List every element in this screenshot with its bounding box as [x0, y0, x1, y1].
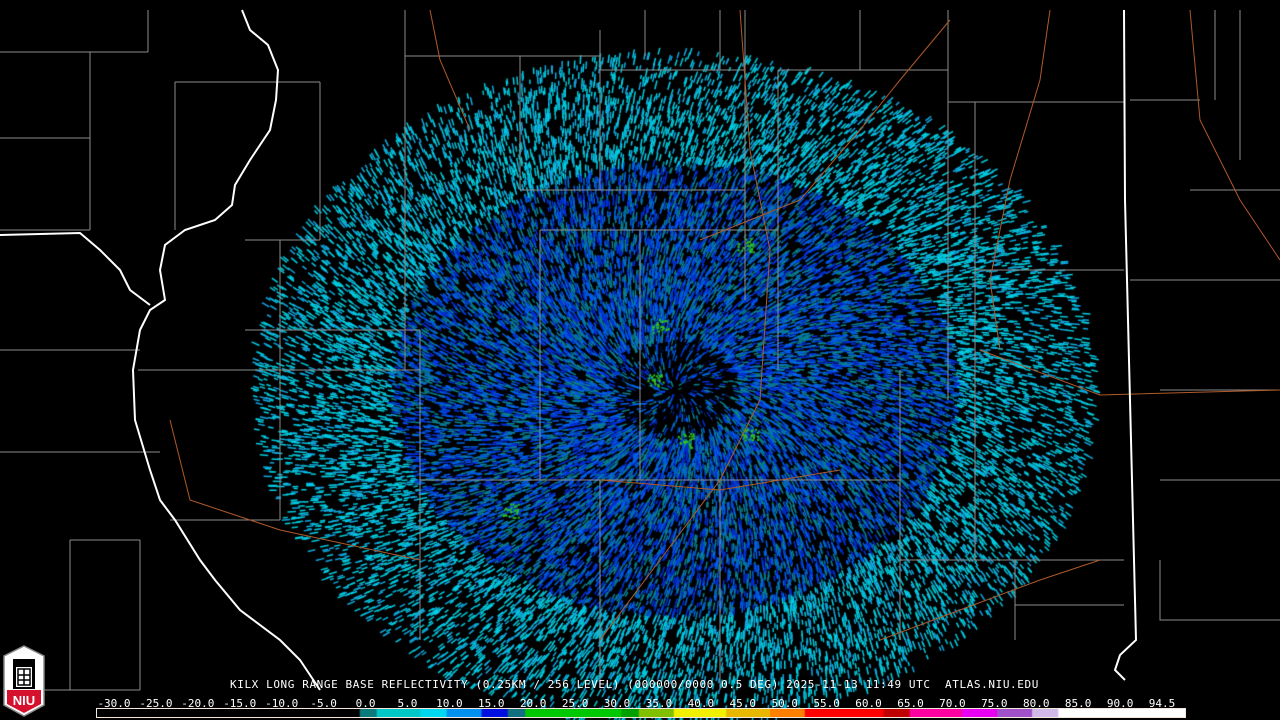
state-borders — [0, 9, 1138, 691]
colorbar-tick: 25.0 — [561, 697, 589, 710]
colorbar-tick: 40.0 — [687, 697, 715, 710]
colorbar-tick: 35.0 — [645, 697, 673, 710]
colorbar-tick: 45.0 — [729, 697, 757, 710]
colorbar-tick: -30.0 — [97, 697, 131, 710]
product-title: KILX LONG RANGE BASE REFLECTIVITY (0.25K… — [230, 678, 1039, 691]
colorbar-tick: 5.0 — [397, 697, 418, 710]
colorbar-tick: 55.0 — [813, 697, 840, 710]
colorbar-tick: 85.0 — [1064, 697, 1092, 710]
highways — [169, 9, 1280, 641]
niu-logo: NIU — [3, 645, 45, 717]
colorbar-tick: 10.0 — [436, 697, 463, 710]
county-borders — [0, 10, 1280, 691]
colorbar-tick: 15.0 — [478, 697, 505, 710]
colorbar-tick: 0.0 — [355, 697, 376, 710]
svg-text:NIU: NIU — [13, 693, 35, 708]
colorbar-tick: -10.0 — [265, 697, 299, 710]
colorbar-tick: 75.0 — [981, 697, 1008, 710]
colorbar-tick: 20.0 — [519, 697, 547, 710]
colorbar-tick: 65.0 — [897, 697, 924, 710]
colorbar-tick: -5.0 — [310, 697, 337, 710]
colorbar-tick: 94.5 — [1148, 697, 1176, 710]
colorbar-tick: 60.0 — [855, 697, 882, 710]
colorbar-tick: 90.0 — [1106, 697, 1134, 710]
colorbar-tick: 70.0 — [939, 697, 966, 710]
colorbar-tick-labels: -30.0 -25.0 -20.0 -15.0 -10.0 -5.0 0.0 5.0 10.0 1… — [0, 697, 1280, 710]
colorbar-tick: 30.0 — [603, 697, 631, 710]
colorbar-tick: -15.0 — [223, 697, 257, 710]
colorbar-tick: -25.0 — [139, 697, 173, 710]
colorbar-tick: 80.0 — [1022, 697, 1050, 710]
reflectivity-colorbar — [96, 708, 1186, 718]
colorbar-tick: 50.0 — [771, 697, 798, 710]
colorbar-tick: -20.0 — [181, 697, 215, 710]
